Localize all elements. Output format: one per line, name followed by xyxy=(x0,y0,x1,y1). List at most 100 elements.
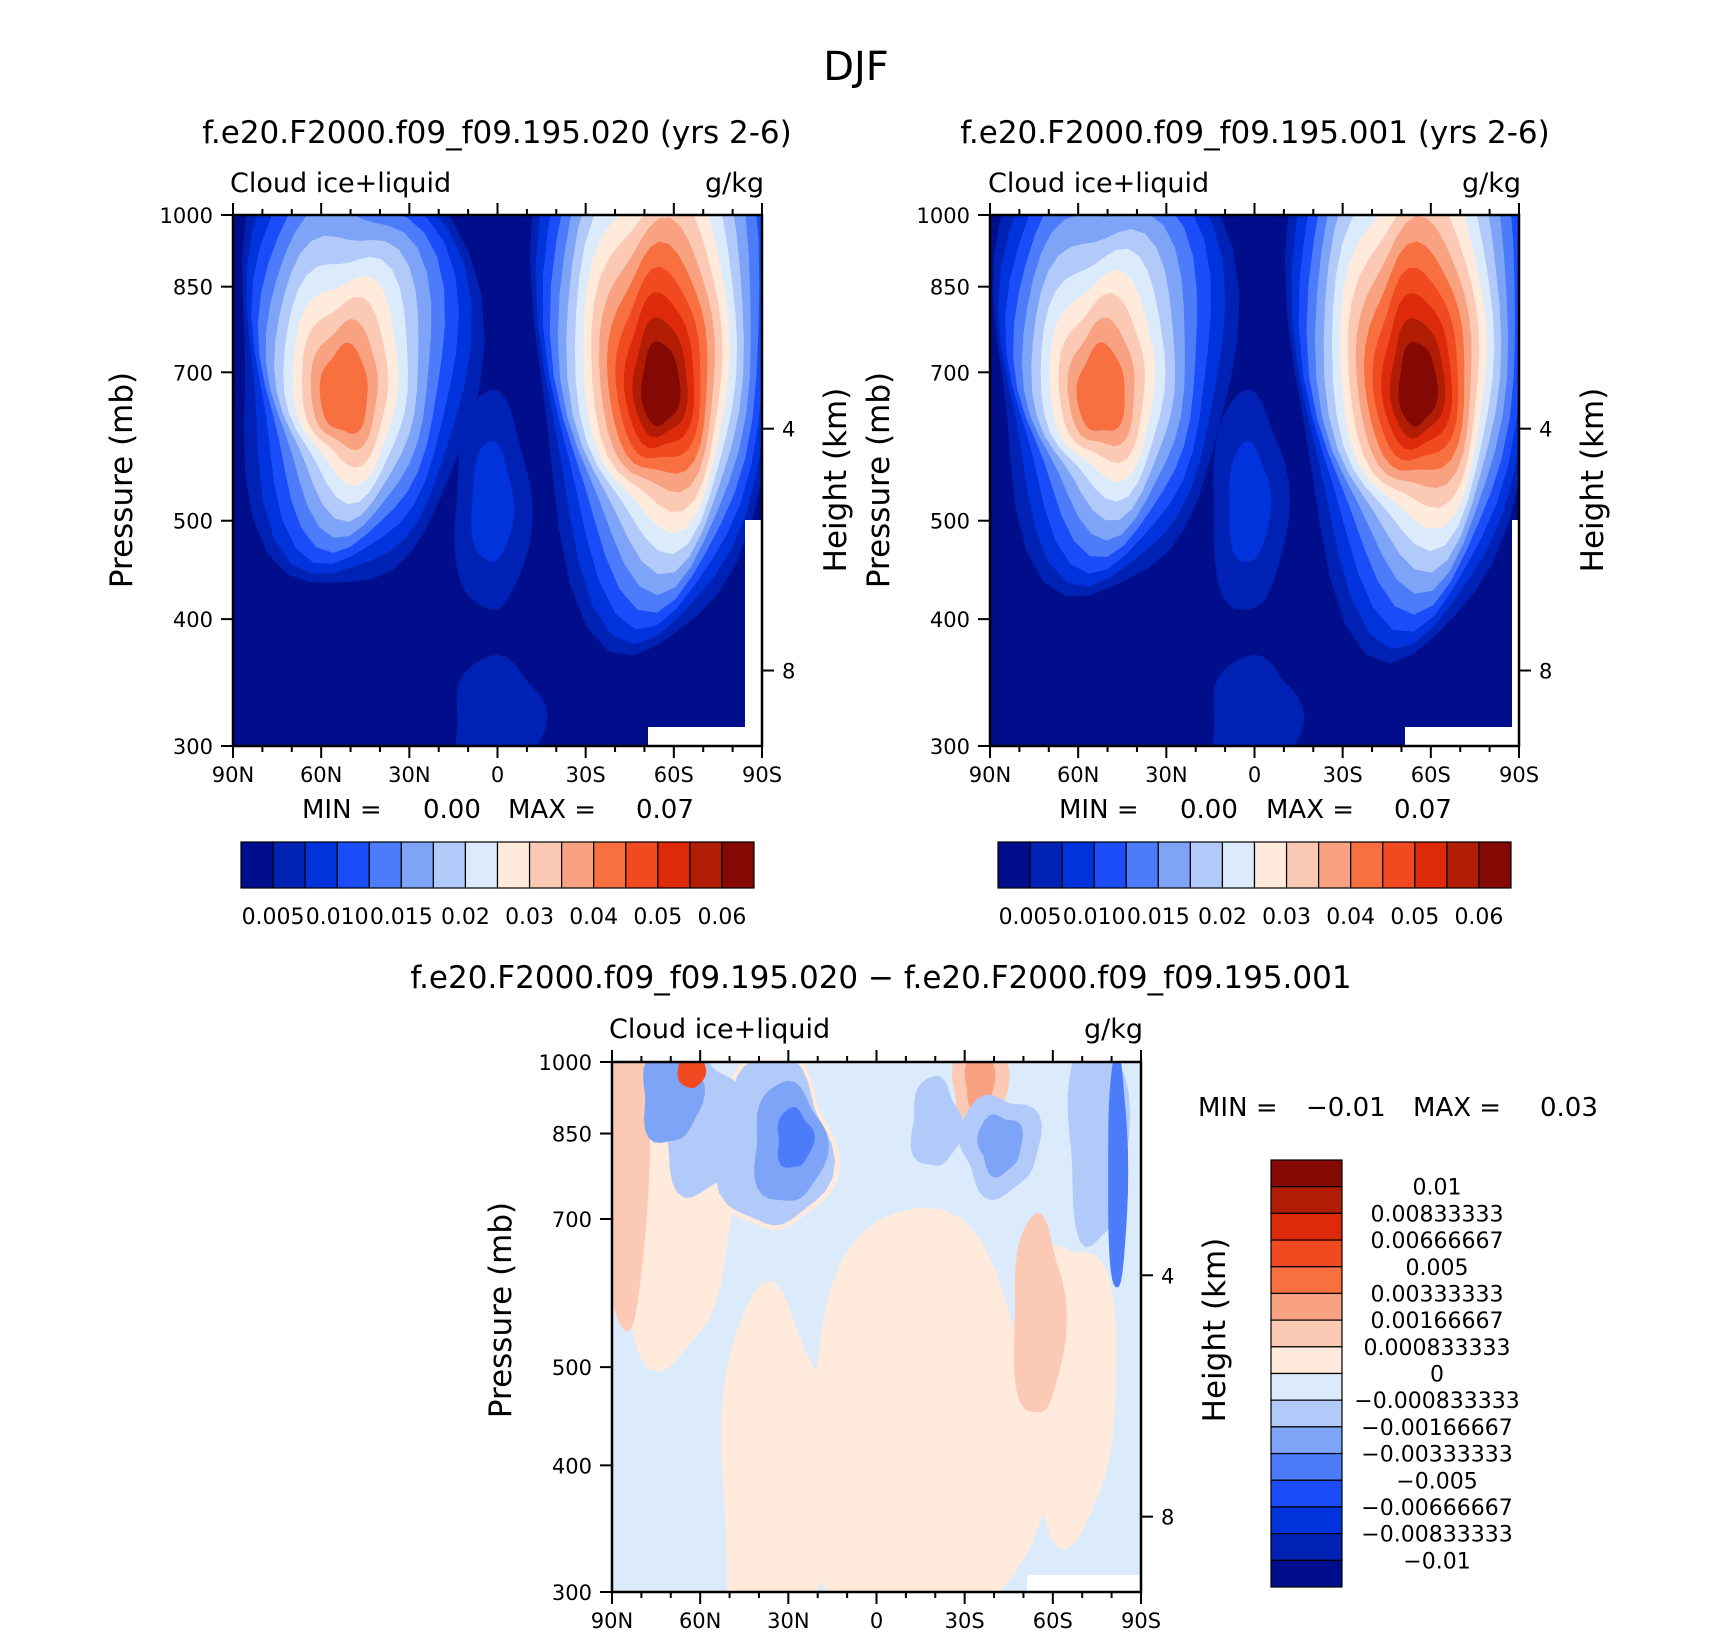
xtick-label: 90S xyxy=(742,763,782,787)
colorbar-box xyxy=(1270,1426,1343,1455)
panel-diff-field xyxy=(612,1062,1141,1592)
ytick-label: 1000 xyxy=(160,204,213,228)
colorbar-label: 0.015 xyxy=(1127,905,1190,930)
xtick-label: 30S xyxy=(1323,763,1363,787)
xtick-label: 60N xyxy=(679,1609,721,1633)
xtick-label: 60N xyxy=(1057,763,1099,787)
panel-diff-axes: 300 400 500 700 850 1000 90N 60N 30N 0 30S 60S 90S 8 4 xyxy=(539,1050,1174,1633)
panel-diff-ylabel-right: Height (km) xyxy=(1197,1238,1233,1423)
xtick-label: 30S xyxy=(566,763,606,787)
colorbar-label: 0.00166667 xyxy=(1371,1309,1504,1334)
colorbar-box xyxy=(400,841,434,889)
colorbar-label: −0.00833333 xyxy=(1361,1523,1512,1548)
colorbar-box xyxy=(1382,841,1416,889)
colorbar-label: 0.00333333 xyxy=(1371,1282,1504,1307)
ytick-label: 300 xyxy=(173,735,213,759)
colorbar-box xyxy=(1446,841,1480,889)
panel-2-units-label: g/kg xyxy=(1462,168,1521,199)
colorbar-label: 0.06 xyxy=(697,905,746,930)
panel-diff-max-label: MAX = xyxy=(1413,1093,1501,1123)
colorbar-label: 0.03 xyxy=(1262,905,1311,930)
panel-diff-left-label: Cloud ice+liquid xyxy=(609,1014,830,1045)
colorbar-box xyxy=(1270,1452,1343,1481)
xtick-label: 90N xyxy=(591,1609,633,1633)
contour-band-nh xyxy=(319,342,368,435)
colorbar-box xyxy=(657,841,691,889)
colorbar-label: 0.005 xyxy=(242,905,305,930)
panel-2-missing-edge xyxy=(1512,520,1519,746)
contour-band-nh xyxy=(1076,342,1125,431)
contour-band-diff xyxy=(777,1106,815,1168)
colorbar-box xyxy=(1270,1372,1343,1401)
panel-2-missing-bottom xyxy=(1405,727,1519,746)
panel-2-min-label: MIN = xyxy=(1059,795,1139,825)
ytick-label: 1000 xyxy=(917,204,970,228)
colorbar-box xyxy=(1270,1212,1343,1241)
contour-band-diff xyxy=(800,1207,1049,1592)
colorbar-box xyxy=(240,841,274,889)
colorbar-label: 0.04 xyxy=(1326,905,1375,930)
colorbar-box xyxy=(561,841,595,889)
contour-band-sh xyxy=(641,341,681,427)
colorbar-box xyxy=(1270,1559,1343,1588)
colorbar-box xyxy=(1478,841,1512,889)
panel-2-colorbar: 0.005 0.010 0.015 0.02 0.03 0.04 0.05 0.06 xyxy=(997,841,1512,930)
panel-1-max-label: MAX = xyxy=(508,795,596,825)
colorbar-label: 0.05 xyxy=(633,905,682,930)
colorbar-label: 0.005 xyxy=(1406,1256,1469,1281)
panel-diff-ylabel: Pressure (mb) xyxy=(483,1202,519,1418)
ytick-label: 850 xyxy=(930,276,970,300)
xtick-label: 90S xyxy=(1121,1609,1161,1633)
contour-band-diff xyxy=(1108,1062,1129,1288)
panel-2-max-value: 0.07 xyxy=(1394,795,1452,825)
panel-diff-contours xyxy=(612,1062,1131,1592)
colorbar-box xyxy=(721,841,755,889)
colorbar-box xyxy=(593,841,627,889)
colorbar-label: 0.015 xyxy=(370,905,433,930)
ytick-right-label: 8 xyxy=(1161,1506,1174,1530)
contour-band-upper xyxy=(1213,654,1305,746)
colorbar-label: 0.00833333 xyxy=(1371,1202,1504,1227)
colorbar-label: 0.01 xyxy=(1413,1176,1462,1201)
panel-2-max-label: MAX = xyxy=(1266,795,1354,825)
panel-2-ylabel: Pressure (mb) xyxy=(861,372,897,588)
colorbar-box xyxy=(1414,841,1448,889)
colorbar-box xyxy=(1270,1186,1343,1214)
panel-diff-units-label: g/kg xyxy=(1084,1014,1143,1045)
contour-band-diff xyxy=(677,1062,707,1089)
panel-1-min-value: 0.00 xyxy=(423,795,481,825)
colorbar-box xyxy=(1270,1506,1343,1535)
ytick-label: 500 xyxy=(173,510,213,534)
colorbar-box xyxy=(1270,1399,1343,1428)
xtick-label: 30S xyxy=(945,1609,985,1633)
xtick-label: 60S xyxy=(654,763,694,787)
ytick-label: 1000 xyxy=(539,1051,592,1075)
panel-1-min-label: MIN = xyxy=(302,795,382,825)
colorbar-label: 0.010 xyxy=(1063,905,1126,930)
panel-1-contours xyxy=(242,215,762,746)
colorbar-box xyxy=(368,841,402,889)
contour-band-diff xyxy=(910,1075,964,1166)
colorbar-box xyxy=(1270,1319,1343,1348)
ytick-label: 850 xyxy=(552,1123,592,1147)
colorbar-box xyxy=(1270,1479,1343,1508)
colorbar-box xyxy=(1125,841,1159,889)
colorbar-box xyxy=(1029,841,1063,889)
colorbar-box xyxy=(464,841,499,889)
colorbar-box xyxy=(1270,1266,1343,1295)
colorbar-label: −0.00333333 xyxy=(1361,1443,1512,1468)
ytick-right-label: 4 xyxy=(782,418,795,442)
colorbar-box xyxy=(1189,841,1224,889)
colorbar-box xyxy=(1221,841,1256,889)
colorbar-box xyxy=(528,841,563,889)
panel-2-title: f.e20.F2000.f09_f09.195.001 (yrs 2-6) xyxy=(960,115,1550,151)
panel-1-axes: 300 400 500 700 850 1000 90N 60N 30N 0 30S 60S 90S 8 4 xyxy=(160,203,795,787)
ytick-label: 400 xyxy=(173,608,213,632)
colorbar-box xyxy=(1270,1533,1343,1561)
xtick-label: 30N xyxy=(1145,763,1187,787)
panel-diff-min-value: −0.01 xyxy=(1306,1093,1386,1123)
ytick-right-label: 4 xyxy=(1539,418,1552,442)
contour-band-diff xyxy=(612,1062,651,1332)
xtick-label: 90N xyxy=(212,763,254,787)
